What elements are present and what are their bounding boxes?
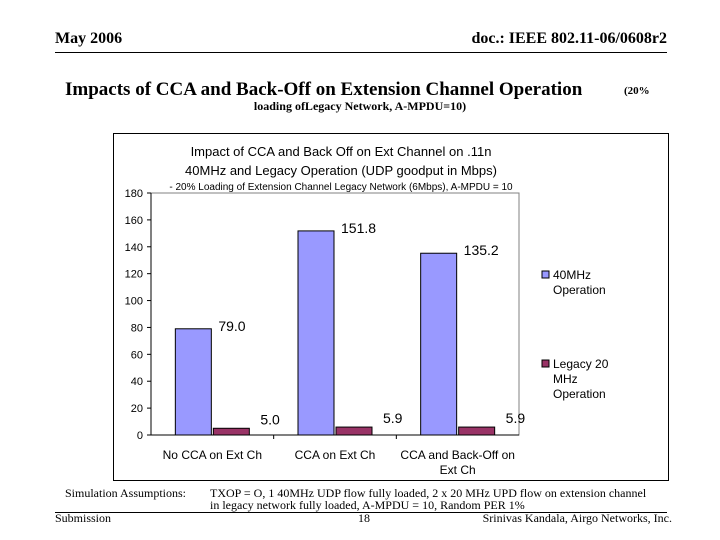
y-tick-label: 80 [131, 322, 143, 334]
assumptions-line-1: TXOP = O, 1 40MHz UDP flow fully loaded,… [210, 486, 647, 500]
bar-40mhz [420, 252, 458, 436]
footer-author: Srinivas Kandala, Airgo Networks, Inc. [482, 511, 672, 525]
slide-title-tail: (20% [624, 85, 650, 97]
header-doc-id: doc.: IEEE 802.11-06/0608r2 [471, 30, 667, 47]
data-label-40mhz: 135.2 [464, 242, 499, 258]
assumptions-label: Simulation Assumptions: [65, 486, 187, 500]
slide-title-line2: loading ofLegacy Network, A-MPDU=10) [253, 99, 467, 113]
bar-40mhz [297, 230, 335, 436]
bar-legacy-20mhz [335, 426, 373, 436]
y-tick-label: 140 [125, 242, 143, 254]
y-tick-label: 120 [125, 269, 143, 281]
x-category-label: Ext Ch [440, 463, 476, 477]
assumptions-line-2: in legacy network fully loaded, A-MPDU =… [210, 498, 525, 512]
legend-swatch-40mhz [541, 270, 550, 279]
y-tick-label: 20 [131, 403, 143, 415]
x-category-label: CCA and Back-Off on [400, 448, 515, 462]
y-tick-label: 60 [131, 349, 143, 361]
data-label-legacy-20mhz: 5.9 [506, 410, 526, 426]
footer-rule [55, 512, 667, 513]
legend-label-legacy-20mhz: Operation [553, 387, 606, 401]
slide-title: Impacts of CCA and Back-Off on Extension… [65, 79, 583, 100]
chart-title-line: 40MHz and Legacy Operation (UDP goodput … [185, 163, 497, 178]
bar-chart: Impact of CCA and Back Off on Ext Channe… [125, 144, 609, 477]
x-category-label: No CCA on Ext Ch [163, 448, 262, 462]
legend-label-40mhz: 40MHz [553, 268, 591, 282]
legend-label-legacy-20mhz: MHz [553, 372, 578, 386]
page-number: 18 [358, 511, 370, 525]
y-tick-label: 100 [125, 296, 143, 308]
y-tick-label: 180 [125, 188, 143, 200]
plot-area [150, 192, 520, 436]
bar-40mhz [174, 328, 212, 436]
y-tick-label: 160 [125, 215, 143, 227]
data-label-legacy-20mhz: 5.0 [260, 411, 280, 427]
legend-label-legacy-20mhz: Legacy 20 [553, 357, 609, 371]
y-tick-label: 40 [131, 376, 143, 388]
data-label-40mhz: 151.8 [341, 220, 376, 236]
chart-subtitle: - 20% Loading of Extension Channel Legac… [169, 182, 513, 193]
legend-swatch-legacy-20mhz [541, 359, 550, 368]
footer-submission: Submission [55, 511, 112, 525]
header-date: May 2006 [55, 30, 123, 47]
header-rule [55, 52, 667, 53]
x-category-label: CCA on Ext Ch [295, 448, 376, 462]
legend-label-40mhz: Operation [553, 283, 606, 297]
bar-legacy-20mhz [212, 427, 250, 436]
data-label-legacy-20mhz: 5.9 [383, 410, 403, 426]
chart-frame: Impact of CCA and Back Off on Ext Channe… [113, 133, 669, 481]
chart-title-line: Impact of CCA and Back Off on Ext Channe… [191, 144, 492, 159]
data-label-40mhz: 79.0 [218, 318, 245, 334]
y-tick-label: 0 [137, 430, 143, 442]
bar-legacy-20mhz [458, 426, 496, 436]
